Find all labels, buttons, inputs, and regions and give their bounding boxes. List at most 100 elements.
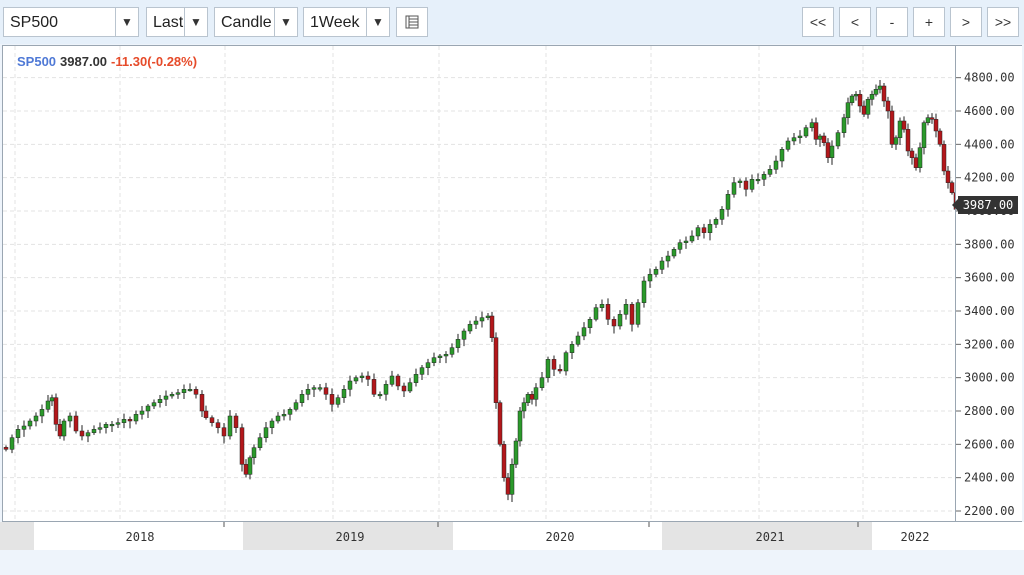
- candle-body: [323, 387, 329, 395]
- y-tick-label: 4600.00: [964, 104, 1015, 118]
- candle-body: [175, 392, 181, 395]
- table-settings-button[interactable]: [396, 7, 428, 37]
- nav-next-button[interactable]: >: [950, 7, 982, 37]
- candle-body: [829, 145, 835, 158]
- candle-body: [725, 194, 731, 210]
- candle-body: [865, 99, 871, 115]
- toolbar: SP500 ▼ Last ▼ Candle ▼ 1Week ▼ << < - +…: [0, 0, 1024, 44]
- candle-body: [425, 362, 431, 368]
- chevron-down-icon[interactable]: ▼: [115, 8, 138, 36]
- candle-body: [941, 144, 947, 172]
- candle-body: [909, 150, 915, 158]
- chevron-down-icon[interactable]: ▼: [274, 8, 297, 36]
- candle-body: [569, 344, 575, 353]
- candle-body: [497, 402, 503, 445]
- nav-last-button[interactable]: >>: [987, 7, 1019, 37]
- candle-body: [151, 402, 157, 407]
- zoom-out-button[interactable]: -: [876, 7, 908, 37]
- period-value: 1Week: [310, 14, 360, 31]
- candle-body: [901, 120, 907, 130]
- candle-body: [551, 359, 557, 370]
- candle-body: [233, 415, 239, 428]
- candle-body: [885, 100, 891, 112]
- candle-body: [881, 85, 887, 102]
- y-tick-label: 2800.00: [964, 404, 1015, 418]
- candle-body: [889, 110, 895, 145]
- candle-body: [91, 429, 97, 433]
- candle-body: [489, 315, 495, 338]
- candle-body: [707, 224, 713, 233]
- candle-body: [263, 427, 269, 438]
- field-value: Last: [153, 14, 184, 31]
- symbol-select[interactable]: SP500 ▼: [3, 7, 139, 37]
- candle-body: [257, 437, 263, 448]
- candle-body: [251, 447, 257, 458]
- candle-body: [641, 280, 647, 303]
- candle-body: [893, 137, 899, 145]
- candle-body: [193, 389, 199, 395]
- candle-body: [817, 135, 823, 140]
- candle-body: [67, 415, 73, 422]
- candle-body: [15, 429, 21, 438]
- price-axis[interactable]: 2200.00 2400.00 2600.00 2800.00 3000.00 3200.…: [956, 45, 1022, 522]
- candle-body: [949, 182, 955, 193]
- candle-body: [395, 375, 401, 387]
- candle-body: [821, 135, 827, 143]
- candle-body: [767, 169, 773, 175]
- candle-body: [755, 179, 761, 182]
- nav-prev-button[interactable]: <: [839, 7, 871, 37]
- candle-body: [27, 420, 33, 427]
- candle-body: [73, 415, 79, 432]
- candle-body: [365, 375, 371, 380]
- candle-body: [803, 127, 809, 137]
- candle-body: [513, 440, 519, 465]
- candle-body: [921, 122, 927, 148]
- candle-body: [813, 122, 819, 140]
- candle-body: [275, 415, 281, 422]
- chart-legend: SP500 3987.00 -11.30(-0.28%): [17, 54, 197, 69]
- period-select[interactable]: 1Week ▼: [303, 7, 390, 37]
- chevron-down-icon[interactable]: ▼: [184, 8, 207, 36]
- candle-body: [45, 400, 51, 410]
- candle-body: [835, 132, 841, 147]
- candle-body: [521, 402, 527, 412]
- candle-body: [299, 394, 305, 403]
- candle-body: [529, 394, 535, 400]
- candle-body: [281, 414, 287, 417]
- candle-body: [431, 357, 437, 363]
- chart-plot-area[interactable]: SP500 3987.00 -11.30(-0.28%): [2, 45, 956, 522]
- candle-body: [329, 394, 335, 405]
- chevron-down-icon[interactable]: ▼: [366, 8, 389, 36]
- candle-body: [665, 255, 671, 262]
- time-axis-band: [0, 522, 34, 550]
- candle-body: [563, 352, 569, 372]
- candle-body: [247, 457, 253, 475]
- candle-body: [743, 180, 749, 190]
- candle-body: [825, 142, 831, 158]
- candle-body: [713, 219, 719, 225]
- candle-body: [479, 317, 485, 322]
- candle-body: [169, 394, 175, 397]
- candle-body: [653, 269, 659, 275]
- candle-body: [407, 382, 413, 392]
- candle-body: [39, 409, 45, 417]
- candle-body: [897, 120, 903, 138]
- candle-body: [57, 424, 63, 437]
- candle-body: [557, 369, 563, 372]
- candle-body: [545, 359, 551, 378]
- field-select[interactable]: Last ▼: [146, 7, 208, 37]
- x-tick-label: 2021: [756, 530, 785, 544]
- chart-style-select[interactable]: Candle ▼: [214, 7, 298, 37]
- candle-body: [305, 389, 311, 395]
- candle-body: [49, 397, 55, 402]
- candle-body: [53, 397, 59, 425]
- candle-body: [937, 130, 943, 145]
- candle-body: [677, 242, 683, 250]
- time-axis[interactable]: 2018 2019 2020 2021 2022: [0, 522, 1024, 550]
- zoom-in-button[interactable]: +: [913, 7, 945, 37]
- candle-body: [599, 304, 605, 308]
- candle-body: [517, 410, 523, 442]
- candle-body: [121, 419, 127, 423]
- nav-first-button[interactable]: <<: [802, 7, 834, 37]
- candle-body: [9, 437, 15, 450]
